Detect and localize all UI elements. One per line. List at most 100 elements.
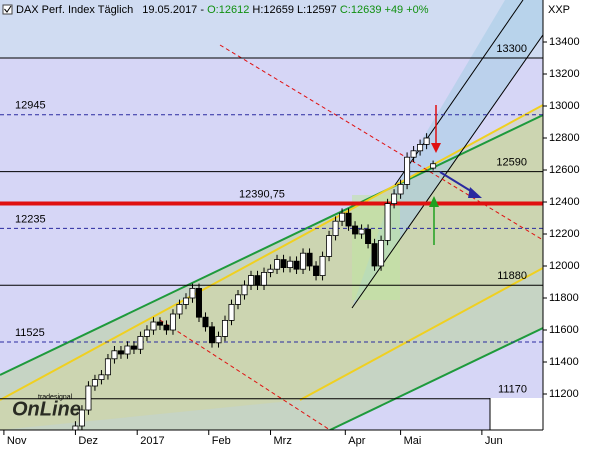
candle-body	[423, 137, 430, 145]
candle-body	[319, 255, 326, 276]
candle-body	[306, 252, 313, 267]
title-change-pct: +0%	[406, 4, 429, 16]
y-tick-label: 13400	[549, 36, 580, 48]
watermark: OnLine	[12, 398, 81, 420]
x-tick-label: Dez	[78, 435, 98, 447]
trend-line	[0, 104, 543, 401]
candle-body	[85, 385, 92, 411]
watermark-brand: tradesignal	[38, 394, 73, 401]
y-tick-label: 12800	[549, 132, 580, 144]
plot-area	[0, 0, 543, 430]
candle-body	[430, 163, 437, 169]
candle-body	[339, 212, 346, 222]
trend-line	[299, 267, 543, 401]
candle-body	[313, 265, 320, 277]
x-tick-label: Jun	[485, 435, 503, 447]
level-label: 11170	[498, 384, 527, 396]
candle-body	[117, 350, 124, 355]
level-label: 11525	[15, 327, 45, 339]
candle-body	[241, 284, 248, 296]
candle-body	[235, 294, 242, 305]
candle-body	[182, 297, 189, 305]
candle-body	[293, 260, 300, 270]
candle-body	[137, 335, 144, 350]
y-tick-label: 13000	[549, 100, 580, 112]
level-label: 12945	[15, 100, 46, 112]
candle-body	[163, 324, 170, 331]
candle-body	[274, 259, 281, 270]
candle-body	[384, 203, 391, 241]
candle-body	[195, 287, 202, 318]
x-tick-label: Mai	[404, 435, 422, 447]
level-label: 12590	[496, 157, 527, 169]
level-label: 12390,75	[239, 188, 285, 200]
y-tick-label: 12600	[549, 164, 580, 176]
arrows	[429, 105, 482, 245]
candle-body	[365, 228, 372, 244]
y-tick-label: 11400	[549, 356, 579, 368]
trend-line	[159, 319, 331, 430]
level-label: 12235	[15, 213, 46, 225]
band	[0, 0, 543, 58]
candle-body	[208, 326, 215, 344]
candle-body	[371, 243, 378, 267]
arrow-head	[431, 143, 441, 153]
candle-body	[267, 268, 274, 273]
candle-body	[91, 379, 98, 387]
candle-body	[228, 303, 235, 321]
candle-body	[111, 350, 118, 360]
candle-body	[202, 316, 209, 328]
candle-body	[261, 271, 268, 286]
level-label: 13300	[496, 43, 527, 55]
candle-body	[326, 235, 333, 257]
title-low: L:12597	[297, 4, 337, 16]
candle-body	[176, 303, 183, 315]
candles	[72, 133, 437, 430]
trend-line	[351, 33, 543, 309]
candle-body	[78, 409, 85, 427]
candle-body	[345, 212, 352, 227]
x-tick-label: Mrz	[274, 435, 292, 447]
y-tick-label: 12000	[549, 260, 580, 272]
candle-body	[404, 156, 411, 185]
candle-body	[215, 335, 222, 344]
title-close: C:12639	[340, 4, 382, 16]
trend-line	[0, 114, 543, 376]
candle-body	[397, 183, 404, 195]
candle-body	[222, 319, 229, 337]
candle-body	[98, 374, 105, 380]
candle-body	[352, 225, 359, 235]
title-high: H:12659	[252, 4, 294, 16]
candle-body	[124, 345, 131, 355]
y-tick-label: 12200	[549, 228, 580, 240]
candle-body	[130, 345, 137, 350]
y-tick-label: 11800	[549, 292, 579, 304]
axis-label: XXP	[548, 4, 570, 16]
title-change: +49	[385, 4, 404, 16]
candle-body	[378, 239, 385, 267]
y-tick-label: 11200	[549, 388, 579, 400]
title-open: O:12612	[207, 4, 249, 16]
candle-body	[104, 358, 111, 376]
candle-body	[391, 193, 398, 205]
y-tick-label: 13200	[549, 68, 580, 80]
candle-body	[287, 260, 294, 269]
arrow-head	[429, 196, 439, 207]
x-tick-label: Nov	[7, 435, 27, 447]
chart-title: DAX Perf. Index Täglich 19.05.2017 - O:1…	[16, 4, 429, 16]
corner-box	[490, 398, 543, 430]
x-tick-label: 2017	[140, 435, 164, 447]
candle-body	[358, 228, 365, 235]
candle-body	[300, 252, 307, 270]
candle-body	[189, 287, 196, 299]
x-tick-label: Feb	[212, 435, 231, 447]
trend-line	[329, 327, 543, 430]
candle-body	[417, 143, 424, 152]
title-instrument: DAX Perf. Index Täglich	[16, 4, 133, 16]
candle-body	[254, 275, 261, 286]
arrow	[439, 171, 475, 194]
checkbox[interactable]	[2, 4, 13, 15]
level-label: 11880	[497, 270, 527, 282]
x-tick-label: Apr	[348, 435, 365, 447]
